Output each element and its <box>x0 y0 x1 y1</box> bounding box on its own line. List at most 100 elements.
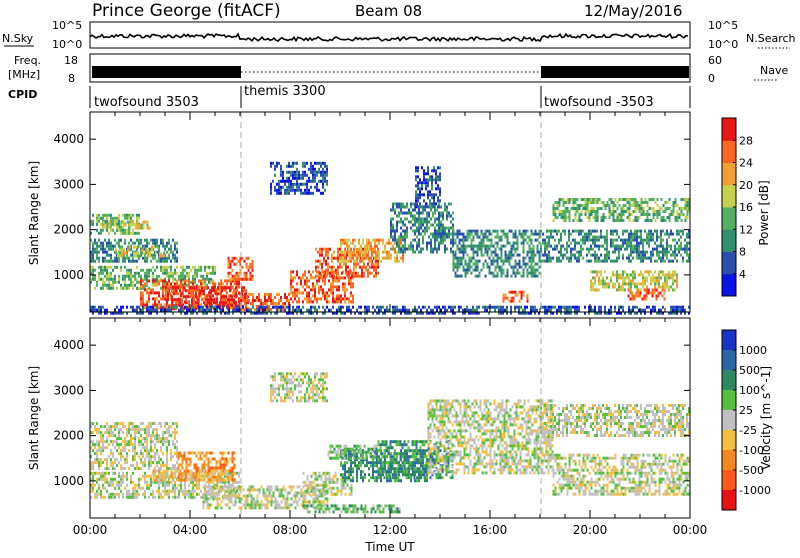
echo-cell-9 <box>282 174 284 177</box>
echo-cell-6 <box>177 292 179 295</box>
echo-cell-21 <box>610 309 612 312</box>
echo-cell-14 <box>433 205 435 208</box>
echo-cell-18 <box>678 233 680 236</box>
echo-cell-1 <box>96 481 98 484</box>
echo-cell-18 <box>646 236 648 239</box>
echo-cell-21 <box>562 306 564 309</box>
echo-cell-0 <box>112 461 114 464</box>
echo-cell-17 <box>623 213 625 216</box>
echo-cell-0 <box>166 455 168 458</box>
freq-panel: Freq. [MHz] 18 8 60 0 Nave <box>8 54 788 85</box>
echo-cell-0 <box>138 440 140 443</box>
echo-cell-13 <box>420 227 422 230</box>
echo-cell-21 <box>242 306 244 309</box>
echo-cell-9 <box>280 192 282 195</box>
echo-cell-13 <box>396 242 398 245</box>
echo-cell-1 <box>117 227 119 230</box>
echo-cell-12 <box>344 251 346 254</box>
echo-cell-13 <box>398 251 400 254</box>
echo-cell-0 <box>136 232 138 235</box>
echo-cell-0 <box>98 440 100 443</box>
echo-cell-17 <box>561 210 563 213</box>
echo-cell-15 <box>501 260 503 263</box>
echo-cell-12 <box>402 257 404 260</box>
echo-cell-14 <box>437 178 439 181</box>
echo-cell-15 <box>485 245 487 248</box>
echo-cell-15 <box>521 266 523 269</box>
echo-cell-18 <box>680 230 682 233</box>
echo-cell-21 <box>200 306 202 309</box>
echo-cell-10 <box>348 282 350 285</box>
echo-cell-10 <box>334 300 336 303</box>
echo-cell-18 <box>558 230 560 233</box>
echo-cell-15 <box>477 269 479 272</box>
echo-cell-14 <box>419 178 421 181</box>
echo-cell-18 <box>550 236 552 239</box>
echo-cell-18 <box>596 236 598 239</box>
echo-cell-7 <box>250 263 252 266</box>
y-tick-label-3: 4000 <box>53 132 84 146</box>
freq-unit-label: [MHz] <box>8 68 40 81</box>
echo-cell-15 <box>463 236 465 239</box>
echo-cell-4 <box>132 281 134 284</box>
echo-cell-14 <box>437 166 439 169</box>
echo-cell-7 <box>238 272 240 275</box>
echo-cell-6 <box>197 301 199 304</box>
echo-cell-15 <box>505 257 507 260</box>
echo-cell-19 <box>624 288 626 291</box>
echo-cell-17 <box>575 207 577 210</box>
echo-cell-18 <box>618 257 620 260</box>
echo-cell-12 <box>396 254 398 257</box>
echo-cell-21 <box>284 309 286 312</box>
echo-cell-18 <box>672 233 674 236</box>
echo-cell-21 <box>322 306 324 309</box>
echo-cell-12 <box>370 245 372 248</box>
echo-cell-17 <box>643 201 645 204</box>
echo-cell-2 <box>92 260 94 263</box>
echo-cell-18 <box>656 239 658 242</box>
echo-cell-15 <box>497 236 499 239</box>
echo-cell-17 <box>609 213 611 216</box>
echo-cell-3 <box>149 255 151 258</box>
echo-cell-18 <box>638 251 640 254</box>
echo-cell-0 <box>156 437 158 440</box>
echo-cell-21 <box>608 309 610 312</box>
echo-cell-4 <box>136 281 138 284</box>
echo-cell-0 <box>160 437 162 440</box>
echo-cell-13 <box>400 206 402 209</box>
echo-cell-9 <box>322 162 324 165</box>
echo-cell-6 <box>229 289 231 292</box>
echo-cell-8 <box>258 299 260 302</box>
echo-cell-15 <box>513 266 515 269</box>
echo-cell-10 <box>328 300 330 303</box>
echo-cell-5 <box>204 279 206 282</box>
echo-cell-21 <box>306 309 308 312</box>
echo-cell-0 <box>100 437 102 440</box>
echo-cell-14 <box>427 196 429 199</box>
echo-cell-4 <box>126 269 128 272</box>
echo-cell-9 <box>310 171 312 174</box>
echo-cell-21 <box>556 309 558 312</box>
echo-cell-3 <box>147 252 149 255</box>
echo-cell-0 <box>124 443 126 446</box>
echo-cell-4 <box>106 284 108 287</box>
echo-cell-18 <box>572 254 574 257</box>
echo-cell-4 <box>124 281 126 284</box>
echo-cell-0 <box>136 461 138 464</box>
echo-cell-0 <box>166 458 168 461</box>
echo-cell-18 <box>556 245 558 248</box>
echo-cell-13 <box>442 215 444 218</box>
echo-cell-9 <box>318 168 320 171</box>
echo-cell-15 <box>531 272 533 275</box>
echo-cell-15 <box>479 242 481 245</box>
echo-cell-18 <box>686 233 688 236</box>
echo-cell-13 <box>396 206 398 209</box>
echo-cell-17 <box>575 201 577 204</box>
echo-cell-21 <box>516 306 518 309</box>
echo-cell-2 <box>114 245 116 248</box>
echo-cell-14 <box>415 190 417 193</box>
echo-cell-15 <box>469 257 471 260</box>
echo-cell-18 <box>634 245 636 248</box>
echo-cell-0 <box>154 452 156 455</box>
